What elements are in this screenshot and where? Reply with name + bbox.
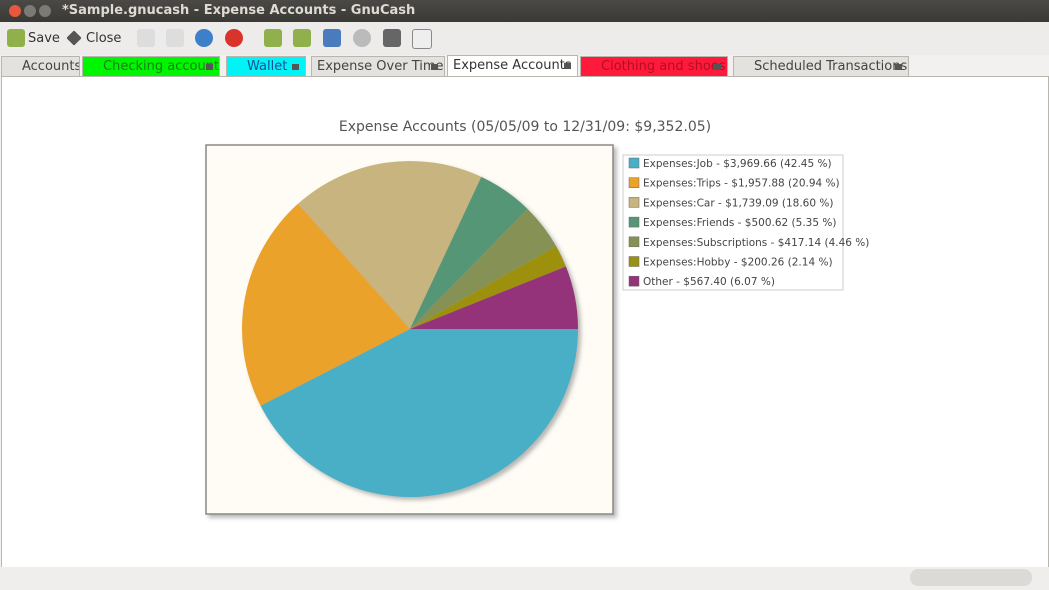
close-window-button[interactable] xyxy=(9,5,21,17)
tab[interactable]: Expense Over Time xyxy=(311,56,445,76)
tab-label: Clothing and shoes xyxy=(601,59,726,74)
legend-label: Expenses:Subscriptions - $417.14 (4.46 %… xyxy=(643,237,869,249)
tab[interactable]: Wallet xyxy=(226,56,306,76)
legend-label: Expenses:Trips - $1,957.88 (20.94 %) xyxy=(643,178,840,190)
legend-label: Expenses:Friends - $500.62 (5.35 %) xyxy=(643,217,836,229)
tab-bar: Accounts Checking account Wallet Expense… xyxy=(0,55,1049,77)
legend-swatch xyxy=(628,197,640,208)
chart-title: Expense Accounts (05/05/09 to 12/31/09: … xyxy=(339,119,711,135)
legend-swatch xyxy=(628,236,640,248)
legend-label: Expenses:Job - $3,969.66 (42.45 %) xyxy=(643,158,832,170)
tab[interactable]: Clothing and shoes xyxy=(580,56,728,76)
export-button[interactable] xyxy=(293,29,311,47)
pdf-button[interactable] xyxy=(412,29,432,49)
legend-label: Expenses:Car - $1,739.09 (18.60 %) xyxy=(643,197,833,209)
tab-label: Expense Over Time xyxy=(317,59,444,74)
save-button[interactable]: Save xyxy=(28,31,60,46)
pie-slice xyxy=(410,266,578,329)
legend-label: Expenses:Hobby - $200.26 (2.14 %) xyxy=(643,257,833,269)
tab-label: Checking account xyxy=(103,59,220,74)
close-button[interactable]: Close xyxy=(86,31,122,46)
report-area: Expense Accounts (05/05/09 to 12/31/09: … xyxy=(1,76,1049,568)
legend xyxy=(622,154,844,291)
legend-swatch xyxy=(628,275,640,287)
print-button[interactable] xyxy=(383,29,401,47)
toolbar: Save Close xyxy=(0,22,1049,55)
progress-bar xyxy=(910,569,1032,586)
tab-label: Scheduled Transactions xyxy=(754,59,908,74)
close-icon[interactable] xyxy=(66,30,82,46)
pie-slice xyxy=(410,246,566,329)
legend-swatch xyxy=(628,256,640,267)
refresh-button[interactable] xyxy=(195,29,213,47)
pie xyxy=(241,161,578,498)
import-button[interactable] xyxy=(264,29,282,47)
pie-slice xyxy=(410,176,528,329)
status-bar xyxy=(0,567,1049,590)
chart: Expense Accounts (05/05/09 to 12/31/09: … xyxy=(205,119,869,515)
window-title: *Sample.gnucash - Expense Accounts - Gnu… xyxy=(62,3,416,18)
edit-button[interactable] xyxy=(323,29,341,47)
tab[interactable]: Scheduled Transactions xyxy=(733,56,909,76)
back-button[interactable] xyxy=(137,29,155,47)
tab-label: Expense Accounts xyxy=(453,58,572,73)
legend-swatch xyxy=(628,216,640,228)
pie-slice xyxy=(260,329,578,498)
tab[interactable]: Checking account xyxy=(82,56,220,76)
pie-slice xyxy=(241,203,410,406)
stop-button[interactable] xyxy=(225,29,243,47)
legend-label: Other - $567.40 (6.07 %) xyxy=(643,276,775,288)
legend-swatch xyxy=(628,177,640,188)
title-bar: *Sample.gnucash - Expense Accounts - Gnu… xyxy=(0,0,1049,22)
pie-slice xyxy=(410,208,557,329)
save-icon[interactable] xyxy=(7,29,25,47)
tab[interactable]: Accounts xyxy=(1,56,80,76)
maximize-button[interactable] xyxy=(39,5,51,17)
tab-label: Wallet xyxy=(247,59,288,74)
active-tab[interactable]: Expense Accounts xyxy=(447,55,578,77)
forward-button[interactable] xyxy=(166,29,184,47)
minimize-button[interactable] xyxy=(24,5,36,17)
pie-slice xyxy=(297,161,482,329)
tab-label: Accounts xyxy=(22,59,80,74)
options-button[interactable] xyxy=(353,29,371,47)
legend-swatch xyxy=(628,157,640,169)
